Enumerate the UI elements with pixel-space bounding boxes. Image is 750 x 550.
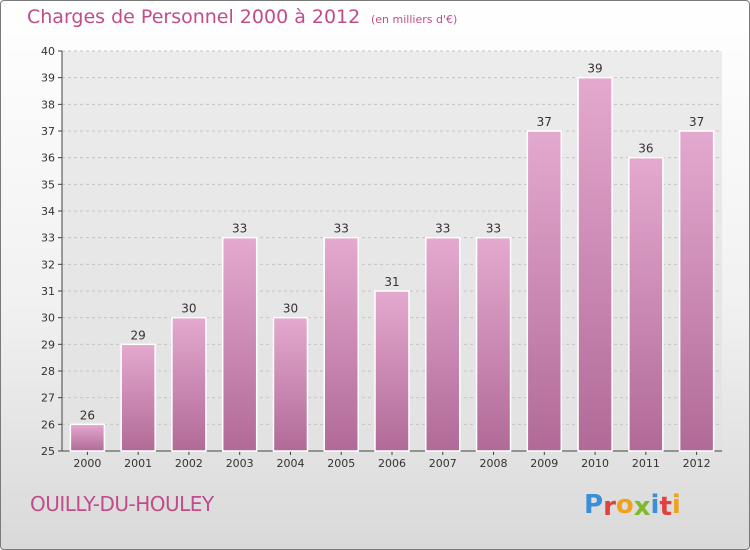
x-tick-label: 2008 — [480, 457, 508, 470]
y-tick-label: 29 — [41, 338, 55, 351]
data-label: 33 — [334, 222, 349, 236]
bar — [628, 156, 664, 452]
data-label: 26 — [80, 408, 95, 422]
bar — [221, 236, 258, 452]
data-label: 29 — [131, 328, 146, 342]
logo-letter: t — [659, 492, 672, 522]
y-axis: 25 26 27 28 29 30 31 32 33 34 35 36 37 38 39 40 — [41, 45, 63, 458]
x-tick-label: 2001 — [124, 457, 152, 470]
chart-subtitle: (en milliers d'€) — [371, 13, 458, 26]
commune-name: OUILLY-DU-HOULEY — [30, 492, 214, 516]
x-tick-label: 2012 — [683, 457, 711, 470]
x-tick-label: 2000 — [73, 457, 101, 470]
x-tick-label: 2009 — [530, 457, 558, 470]
y-tick-label: 33 — [41, 232, 55, 245]
bar — [374, 290, 410, 452]
y-tick-label: 39 — [41, 72, 55, 85]
data-label: 30 — [181, 302, 196, 316]
y-tick-label: 38 — [41, 98, 55, 111]
x-tick-label: 2006 — [378, 457, 406, 470]
x-tick-label: 2010 — [581, 457, 609, 470]
logo-letter: o — [615, 490, 634, 520]
proxiti-logo: Proxiti — [584, 490, 681, 522]
bar — [678, 130, 715, 452]
logo-letter: x — [633, 492, 651, 522]
data-label: 30 — [283, 302, 298, 316]
bar — [171, 316, 207, 452]
logo-letter: i — [650, 490, 660, 520]
logo-letter: i — [671, 490, 681, 520]
bars — [69, 76, 715, 452]
data-label: 33 — [232, 222, 247, 236]
logo-letter: P — [584, 490, 604, 520]
data-label: 31 — [384, 275, 399, 289]
data-label: 36 — [638, 142, 653, 156]
y-tick-label: 34 — [41, 205, 55, 218]
y-tick-label: 40 — [41, 45, 55, 58]
data-label: 33 — [486, 222, 501, 236]
chart-title: Charges de Personnel 2000 à 2012 — [27, 6, 361, 28]
bar — [323, 236, 359, 452]
y-tick-label: 31 — [41, 285, 55, 298]
y-tick-label: 27 — [41, 392, 55, 405]
x-tick-label: 2005 — [327, 457, 355, 470]
y-tick-label: 37 — [41, 125, 55, 138]
logo-letter: r — [603, 492, 616, 522]
data-label: 37 — [537, 115, 552, 129]
bar — [475, 236, 512, 452]
y-tick-label: 26 — [41, 418, 55, 431]
data-label: 33 — [435, 222, 450, 236]
data-label: 39 — [587, 62, 602, 76]
y-tick-label: 25 — [41, 445, 55, 458]
y-tick-label: 35 — [41, 178, 55, 191]
bar — [577, 76, 613, 452]
data-label: 37 — [689, 115, 704, 129]
y-tick-label: 28 — [41, 365, 55, 378]
bar — [425, 236, 461, 452]
y-tick-label: 30 — [41, 312, 55, 325]
x-axis: 2000 2001 2002 2003 2004 2005 2006 2007 2008 2009… — [62, 450, 722, 470]
y-tick-label: 36 — [41, 152, 55, 165]
y-tick-label: 32 — [41, 258, 55, 271]
x-tick-label: 2011 — [632, 457, 660, 470]
x-tick-label: 2004 — [276, 457, 304, 470]
x-tick-label: 2007 — [429, 457, 457, 470]
bar — [272, 316, 309, 452]
bar — [526, 130, 563, 452]
x-tick-label: 2002 — [175, 457, 203, 470]
x-tick-label: 2003 — [226, 457, 254, 470]
bar — [120, 343, 156, 452]
data-labels: 26 29 30 33 30 33 31 33 33 37 39 36 37 — [80, 62, 705, 423]
bar — [69, 423, 106, 452]
